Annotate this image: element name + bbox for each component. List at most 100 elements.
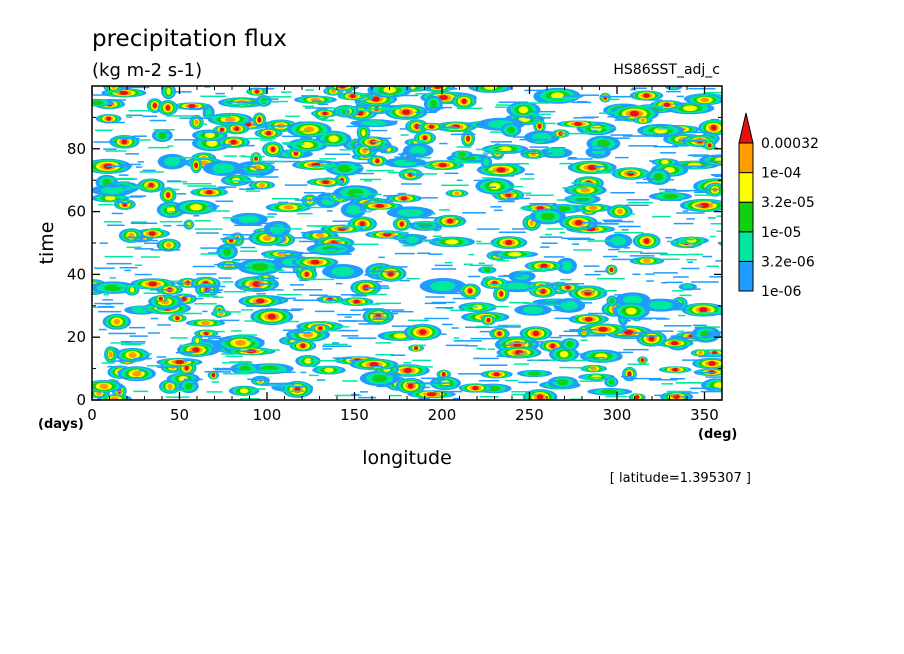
precip-streak (259, 100, 289, 103)
precip-streak (354, 93, 368, 95)
precip-streak (308, 374, 319, 377)
precip-cell (597, 139, 610, 148)
precip-streak (134, 248, 154, 250)
precip-streak (490, 131, 502, 133)
precip-streak (181, 312, 202, 315)
precip-streak (322, 345, 352, 348)
precip-cell (663, 102, 671, 107)
precip-streak (424, 239, 441, 241)
precip-streak (598, 112, 609, 114)
precip-streak (311, 100, 322, 103)
precip-streak (118, 163, 141, 166)
precip-streak (162, 131, 171, 134)
precip-streak (504, 162, 529, 165)
precip-streak (716, 215, 722, 217)
precip-streak (559, 132, 590, 135)
precip-streak (688, 131, 712, 134)
precip-streak (299, 137, 312, 139)
precip-streak (548, 97, 577, 100)
precip-cell (205, 190, 213, 195)
precip-cell (710, 124, 717, 131)
precip-cell (324, 367, 334, 373)
precip-streak (272, 197, 300, 200)
precip-streak (394, 156, 414, 158)
precip-streak (676, 212, 705, 214)
precip-streak (323, 164, 333, 166)
precip-streak (368, 312, 398, 315)
precip-streak (686, 218, 695, 220)
precip-streak (211, 381, 220, 383)
precip-streak (299, 267, 309, 269)
precip-streak (544, 233, 553, 236)
precip-streak (207, 205, 220, 207)
precip-streak (654, 394, 677, 397)
precip-streak (478, 156, 502, 158)
precipitation-field (92, 86, 722, 400)
colorbar-segment (738, 231, 754, 262)
precip-streak (418, 156, 432, 159)
precip-streak (370, 280, 383, 283)
precip-streak (187, 185, 217, 187)
colorbar-extend-triangle (738, 112, 754, 144)
precip-streak (173, 91, 192, 93)
precip-streak (449, 88, 458, 90)
precip-cell (532, 132, 552, 142)
precip-streak (354, 193, 382, 196)
y-tick-label: 20 (67, 328, 86, 346)
precip-cell (537, 123, 542, 129)
precip-streak (677, 330, 684, 333)
precip-streak (662, 258, 680, 260)
precip-streak (194, 228, 223, 230)
precip-streak (571, 182, 591, 184)
precip-streak (335, 240, 349, 242)
precip-streak (370, 156, 380, 159)
precip-streak (143, 353, 153, 355)
precip-streak (150, 317, 159, 320)
precip-cell (194, 162, 199, 169)
precip-streak (240, 250, 257, 252)
precip-cell (409, 145, 427, 156)
precip-streak (143, 292, 162, 294)
y-tick-label: 80 (67, 140, 86, 158)
precip-streak (470, 154, 488, 156)
precip-streak (146, 365, 173, 367)
precip-cell (698, 350, 703, 355)
precip-streak (539, 246, 550, 248)
precip-streak (346, 125, 375, 128)
precip-streak (327, 130, 338, 133)
precip-streak (238, 181, 258, 184)
precip-streak (629, 255, 655, 257)
precip-cell (560, 300, 578, 311)
precip-streak (450, 309, 480, 312)
precip-streak (661, 282, 668, 284)
precip-cell (707, 143, 712, 148)
precip-streak (371, 141, 388, 143)
precip-streak (185, 372, 194, 375)
precip-streak (343, 196, 363, 199)
x-axis-label: longitude (362, 447, 452, 469)
precip-streak (337, 313, 361, 316)
precip-streak (453, 337, 460, 339)
precip-cell (234, 126, 240, 132)
precip-cell (322, 180, 330, 185)
precip-streak (202, 115, 231, 117)
precip-cell (251, 262, 269, 271)
precip-streak (369, 303, 381, 305)
precip-streak (648, 99, 663, 101)
precip-streak (240, 309, 253, 311)
precip-streak (687, 261, 694, 264)
precip-streak (106, 91, 119, 93)
precip-streak (282, 329, 301, 332)
precip-streak (556, 199, 576, 201)
precip-streak (560, 278, 572, 281)
precip-streak (587, 240, 616, 242)
precip-cell (223, 247, 232, 256)
precip-streak (523, 302, 538, 305)
precip-streak (254, 388, 266, 390)
precip-cell (643, 93, 650, 98)
precip-streak (105, 150, 127, 152)
precip-streak (645, 273, 655, 275)
precip-cell (347, 189, 364, 197)
precip-streak (689, 139, 716, 141)
precip-streak (673, 103, 682, 105)
